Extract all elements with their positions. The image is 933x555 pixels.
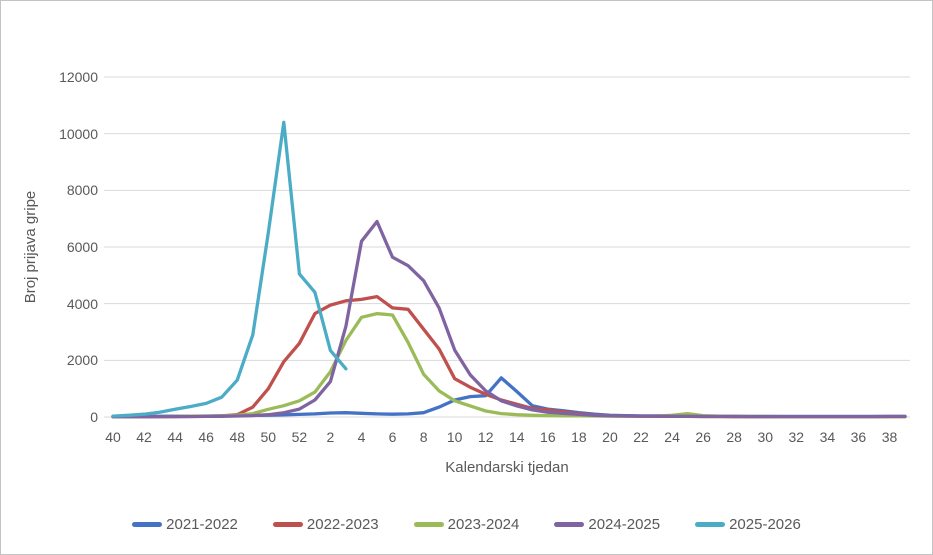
- x-tick-label: 2: [326, 429, 335, 445]
- x-tick-label: 12: [477, 429, 494, 445]
- x-tick-label: 44: [167, 429, 183, 445]
- legend-label: 2021-2022: [166, 516, 238, 533]
- legend: 2021-2022 2022-2023 2023-2024 2024-2025 2025…: [1, 516, 932, 533]
- legend-swatch: [132, 522, 163, 527]
- x-tick-label: 14: [508, 429, 525, 445]
- legend-item-2021-2022: 2021-2022: [132, 516, 238, 533]
- legend-label: 2024-2025: [588, 516, 661, 533]
- x-tick-label: 28: [726, 429, 742, 445]
- legend-item-2025-2026: 2025-2026: [695, 516, 801, 533]
- x-tick-label: 10: [446, 429, 463, 445]
- legend-item-2023-2024: 2023-2024: [413, 516, 520, 533]
- x-tick-label: 22: [633, 429, 649, 445]
- x-tick-label: 40: [105, 429, 121, 445]
- legend-swatch: [272, 522, 303, 527]
- y-tick-label: 0: [90, 409, 98, 425]
- legend-swatch: [413, 522, 444, 527]
- x-tick-label: 32: [788, 429, 805, 445]
- y-tick-label: 12000: [59, 68, 98, 85]
- series-line-2024-2025: [111, 219, 907, 419]
- y-axis-title: Broj prijava gripe: [22, 190, 39, 304]
- x-tick-label: 42: [136, 429, 152, 445]
- legend-label: 2023-2024: [447, 516, 520, 533]
- x-tick-label: 26: [695, 429, 711, 445]
- x-tick-label: 50: [260, 429, 277, 445]
- series-line-2025-2026: [111, 120, 348, 418]
- x-tick-label: 20: [602, 429, 618, 445]
- x-tick-label: 6: [388, 429, 397, 445]
- x-tick-label: 48: [229, 429, 246, 445]
- legend-item-2022-2023: 2022-2023: [272, 516, 379, 533]
- x-tick-label: 36: [850, 429, 867, 445]
- y-tick-label: 4000: [66, 295, 98, 312]
- y-tick-label: 2000: [66, 352, 98, 369]
- x-tick-label: 18: [571, 429, 587, 445]
- legend-label: 2025-2026: [729, 516, 801, 533]
- y-tick-label: 8000: [66, 182, 98, 199]
- x-axis-title: Kalendarski tjedan: [445, 459, 569, 476]
- legend-swatch: [554, 522, 585, 527]
- legend-item-2024-2025: 2024-2025: [554, 516, 660, 533]
- y-tick-label: 6000: [66, 238, 98, 255]
- x-tick-label: 46: [198, 429, 214, 445]
- series-line-2022-2023: [111, 294, 907, 419]
- x-tick-label: 38: [881, 429, 898, 445]
- legend-label: 2022-2023: [306, 516, 379, 533]
- x-tick-label: 4: [357, 429, 366, 445]
- x-tick-label: 8: [419, 429, 428, 445]
- x-tick-label: 30: [757, 429, 774, 445]
- x-tick-label: 34: [819, 429, 836, 445]
- x-tick-label: 52: [291, 429, 308, 445]
- x-tick-label: 24: [664, 429, 680, 445]
- x-tick-label: 16: [540, 429, 556, 445]
- y-tick-label: 10000: [59, 125, 98, 142]
- legend-swatch: [695, 522, 726, 527]
